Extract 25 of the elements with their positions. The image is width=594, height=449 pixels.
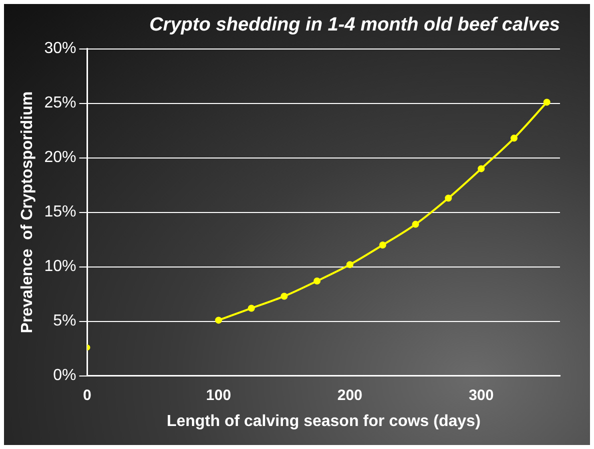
y-tick-label: 5% bbox=[53, 312, 76, 330]
chart-title: Crypto shedding in 1-4 month old beef calves bbox=[149, 14, 560, 36]
point bbox=[412, 220, 420, 228]
point bbox=[346, 261, 354, 268]
point bbox=[444, 194, 452, 202]
x-tick-label: 200 bbox=[337, 386, 362, 404]
y-tick-label: 0% bbox=[53, 367, 76, 384]
y-tick-label: 30% bbox=[44, 40, 76, 58]
x-axis-title: Length of calving season for cows (days) bbox=[166, 412, 481, 430]
y-tick-label: 10% bbox=[44, 258, 76, 276]
point bbox=[215, 316, 222, 324]
point bbox=[248, 304, 255, 312]
y-tick-label: 25% bbox=[44, 94, 76, 112]
point bbox=[280, 292, 288, 300]
x-tick-label: 300 bbox=[468, 386, 494, 404]
y-axis-title: Prevalence of Cryptosporidium bbox=[19, 91, 36, 334]
point bbox=[314, 277, 321, 284]
x-tick-label: 100 bbox=[206, 386, 232, 404]
point bbox=[478, 165, 485, 172]
point bbox=[510, 134, 518, 142]
point bbox=[543, 98, 550, 106]
x-tick-label: 0 bbox=[83, 386, 92, 404]
point bbox=[379, 242, 386, 248]
y-tick-label: 20% bbox=[44, 149, 76, 166]
y-tick-label: 15% bbox=[44, 204, 76, 221]
